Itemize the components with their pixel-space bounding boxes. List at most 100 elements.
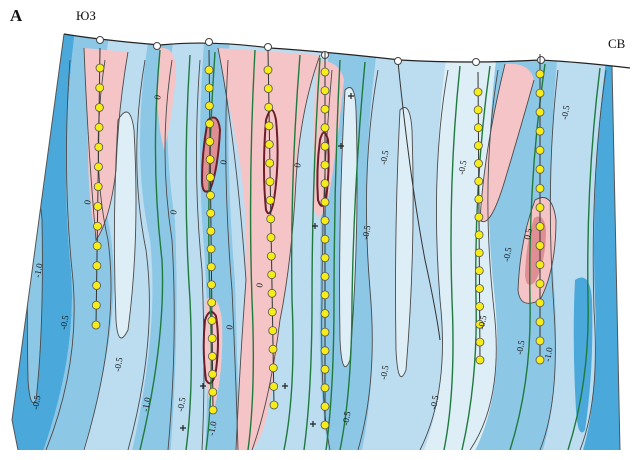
sample-marker [264, 139, 274, 149]
contour-label: 0 [218, 159, 229, 166]
contour-label: 0 [82, 199, 93, 206]
sample-marker [268, 363, 278, 373]
sample-marker [474, 212, 484, 222]
sample-marker [206, 244, 216, 254]
sample-marker [320, 290, 330, 300]
contour-label: -0.5 [514, 339, 526, 355]
sample-marker [320, 383, 330, 393]
sample-marker [473, 123, 483, 133]
sample-marker [205, 155, 215, 164]
contour-label: -0.5 [58, 314, 70, 330]
sample-marker [320, 179, 330, 188]
contour-label: 0 [292, 162, 303, 169]
sample-marker [206, 208, 216, 218]
section-left-edge [11, 33, 65, 451]
sample-marker [320, 234, 330, 244]
sample-marker [93, 201, 103, 211]
sample-marker [535, 126, 545, 136]
sample-marker [208, 369, 218, 379]
sample-marker [92, 281, 101, 290]
sample-marker [474, 230, 484, 240]
contour-label: 0 [254, 282, 265, 289]
lens-left [114, 112, 136, 338]
sample-marker [535, 88, 545, 98]
sample-marker [320, 141, 330, 151]
sample-marker [264, 121, 274, 131]
sample-marker [94, 162, 103, 172]
contour-label: 0.5 [522, 227, 534, 240]
borehole-trace-inclined [397, 61, 441, 341]
sample-marker [269, 381, 279, 391]
contour-label: -1.0 [206, 420, 218, 436]
sample-marker [93, 221, 102, 231]
sample-marker [266, 214, 276, 224]
sample-marker [535, 317, 545, 327]
sample-marker [320, 123, 330, 133]
sample-marker [320, 271, 330, 281]
sample-marker [205, 137, 215, 147]
sample-marker [474, 194, 484, 204]
sample-marker [474, 266, 484, 276]
sample-marker [207, 351, 217, 361]
sample-marker [95, 83, 105, 93]
sample-marker [207, 316, 217, 325]
sample-marker [535, 279, 545, 289]
sample-marker [206, 226, 216, 236]
anomaly-small [157, 47, 176, 150]
contour-label: -1.0 [140, 396, 152, 412]
sample-marker [206, 190, 215, 200]
sample-marker [263, 65, 273, 75]
contour-label: -0.5 [175, 396, 187, 412]
contour-label: -0.5 [476, 314, 488, 330]
sample-marker [207, 333, 217, 343]
sample-marker [205, 172, 215, 182]
sample-marker [265, 177, 275, 187]
sample-marker [320, 327, 330, 337]
sample-marker [92, 261, 102, 271]
sample-marker [473, 105, 483, 115]
sample-marker [320, 197, 330, 207]
borehole-samples [91, 47, 545, 430]
sample-marker [207, 280, 216, 290]
sample-marker [535, 203, 545, 212]
sample-marker [473, 141, 483, 151]
contour-label: 0 [224, 324, 235, 331]
sample-marker [320, 309, 330, 318]
sample-marker [95, 103, 104, 112]
direction-label-right: СВ [608, 36, 626, 51]
contour-label: -0.5 [501, 246, 513, 262]
contour-labels: 0 0 0 0 0 0 0 -0.5 -0.5 -0.5 -0.5 -0.5 -0.5 -0.5 -0.5 -… [30, 94, 571, 437]
sample-marker [91, 300, 101, 310]
contour-label: -1.0 [32, 262, 44, 278]
sample-marker [269, 400, 279, 410]
sample-marker [93, 182, 103, 192]
sample-marker [267, 270, 277, 280]
sample-marker [535, 241, 545, 251]
sample-marker [535, 69, 545, 79]
sample-marker [475, 284, 484, 293]
sample-marker [94, 122, 104, 132]
sample-marker [206, 262, 216, 272]
sample-marker [474, 248, 484, 258]
sample-marker [264, 102, 274, 112]
sample-marker [535, 164, 545, 174]
sample-marker [475, 319, 485, 329]
sample-marker [535, 336, 545, 346]
sample-marker [94, 142, 104, 152]
contour-label: -1.0 [542, 346, 554, 362]
sample-marker [535, 222, 545, 231]
contour-label: -0.5 [112, 356, 124, 372]
sample-marker [535, 355, 545, 365]
sample-marker [320, 104, 330, 114]
sample-marker [320, 420, 330, 430]
sample-marker [208, 405, 218, 415]
sample-marker [204, 83, 214, 93]
anomaly-left [84, 48, 128, 240]
sample-marker [320, 253, 330, 263]
contour-label: -0.5 [30, 394, 42, 410]
panel-letter: A [10, 6, 23, 25]
contour-label: -0.5 [360, 224, 372, 240]
plus-markers [180, 93, 354, 431]
